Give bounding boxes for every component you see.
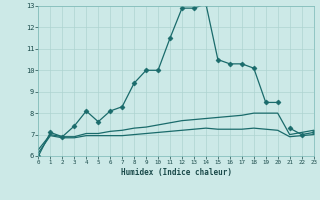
- X-axis label: Humidex (Indice chaleur): Humidex (Indice chaleur): [121, 168, 231, 177]
